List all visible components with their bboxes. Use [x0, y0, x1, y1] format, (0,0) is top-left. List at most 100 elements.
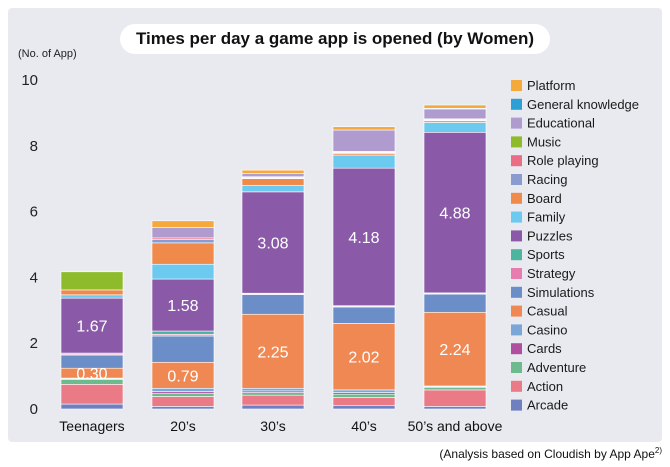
bar-segment [423, 389, 487, 407]
bar-segment [332, 129, 396, 152]
bar-segment [241, 173, 305, 178]
legend-label: Casual [527, 304, 568, 319]
legend-swatch [511, 98, 522, 110]
bar-segment [332, 323, 396, 391]
bar-segment [423, 104, 487, 109]
bar-segment [60, 294, 124, 299]
legend-swatch [511, 192, 522, 204]
bar-segment [332, 154, 396, 169]
bar-segment [241, 191, 305, 294]
footnote-superscript: 2) [654, 446, 662, 455]
y-axis: 0 2 4 6 8 10 [21, 72, 38, 418]
x-axis: Teenagers 20’s 30’s 40’s 50’s and above [59, 418, 502, 434]
y-tick-label: 2 [30, 335, 38, 352]
x-tick-label: 20’s [170, 418, 195, 434]
legend-swatch [511, 380, 522, 392]
legend-swatch [511, 174, 522, 185]
legend-label: Simulations [527, 285, 595, 300]
legend-label: Music [527, 134, 561, 149]
source-footnote: (Analysis based on Cloudish by App Ape2) [439, 446, 662, 461]
legend-swatch [511, 80, 522, 91]
legend-swatch [511, 249, 522, 261]
legend-label: Casino [527, 322, 567, 337]
bar-segment [332, 389, 396, 393]
bar-segment [332, 397, 396, 407]
bar-segment [241, 178, 305, 186]
bar-segment [241, 313, 305, 389]
bar-segment [423, 122, 487, 133]
legend-swatch [511, 362, 522, 373]
legend-swatch [511, 343, 522, 355]
bar-segment [151, 278, 215, 332]
bar-segment [151, 239, 215, 244]
legend-label: Racing [527, 172, 567, 187]
legend-label: Board [527, 191, 562, 206]
bar-segment [332, 405, 396, 410]
legend-swatch [511, 286, 522, 298]
bar-segment [151, 392, 215, 397]
legend-label: Strategy [527, 266, 576, 281]
legend: Platform General knowledge Educational Musi… [511, 78, 639, 413]
legend-swatch [511, 117, 522, 129]
legend-label: General knowledge [527, 97, 639, 112]
bar-segment [60, 384, 124, 405]
legend-label: Cards [527, 341, 562, 356]
bar-segment [423, 132, 487, 294]
legend-label: Role playing [527, 153, 599, 168]
y-tick-label: 8 [30, 138, 38, 155]
bar-segment [151, 220, 215, 228]
x-tick-label: Teenagers [59, 418, 124, 434]
y-tick-label: 10 [21, 72, 38, 89]
legend-swatch [511, 399, 522, 411]
bar-segment [60, 271, 124, 291]
y-tick-label: 4 [30, 269, 38, 286]
bar-segment [423, 108, 487, 120]
bar-segment [151, 330, 215, 335]
bar-segment [151, 335, 215, 363]
footnote-text: (Analysis based on Cloudish by App Ape [439, 447, 655, 461]
y-tick-label: 0 [30, 401, 38, 418]
y-tick-label: 6 [30, 204, 38, 221]
bar-segment [60, 289, 124, 296]
bar-segment [241, 387, 305, 392]
legend-label: Adventure [527, 360, 586, 375]
legend-swatch [511, 211, 522, 223]
data-label: 0.30 [76, 366, 107, 383]
data-label: 2.02 [348, 350, 379, 367]
bar-segment [60, 403, 124, 410]
bar-segment [423, 406, 487, 410]
legend-swatch [511, 155, 522, 167]
bar-segment [423, 311, 487, 387]
bar-segment [332, 306, 396, 324]
bars [60, 104, 487, 410]
bar-segment [241, 392, 305, 396]
bar-segment [241, 404, 305, 410]
legend-swatch [511, 230, 522, 242]
bar-segment [151, 396, 215, 407]
data-label: 4.88 [439, 206, 470, 223]
legend-swatch [511, 324, 522, 336]
bar-segment [151, 242, 215, 265]
bar-segment [151, 406, 215, 410]
legend-label: Platform [527, 78, 575, 93]
data-labels: 0.30 1.67 0.79 1.58 2.25 3.08 2.02 4.18 2.24 4.88 [76, 206, 470, 386]
bar-segment [332, 393, 396, 398]
bar-segment [151, 361, 215, 389]
legend-label: Action [527, 379, 563, 394]
data-label: 1.67 [76, 319, 107, 336]
bar-segment [241, 394, 305, 406]
bar-segment [151, 227, 215, 239]
bar-segment [423, 293, 487, 313]
y-axis-unit-label: (No. of App) [18, 48, 77, 60]
data-label: 1.58 [167, 298, 198, 315]
legend-swatch [511, 136, 522, 148]
legend-label: Educational [527, 116, 595, 131]
legend-label: Arcade [527, 398, 568, 413]
bar-segment [332, 167, 396, 306]
bar-segment [241, 294, 305, 315]
x-tick-label: 50’s and above [408, 418, 503, 434]
chart-title: Times per day a game app is opened (by W… [120, 24, 550, 54]
legend-swatch [511, 305, 522, 317]
